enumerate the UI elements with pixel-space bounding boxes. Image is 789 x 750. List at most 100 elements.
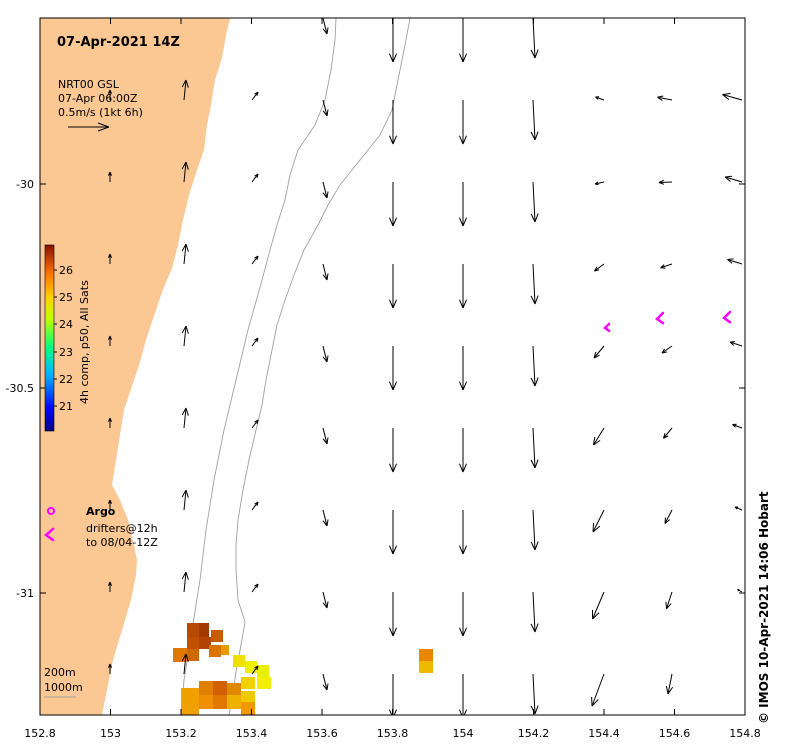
- current-vector: [592, 591, 605, 620]
- current-vector: [107, 499, 113, 510]
- colorbar-tick-label: 21: [59, 400, 73, 413]
- current-vector: [665, 591, 673, 610]
- current-vector: [322, 18, 329, 35]
- y-tick-label: -30: [16, 178, 34, 191]
- sst-cell: [257, 665, 269, 677]
- colorbar-tick-label: 24: [59, 318, 73, 331]
- sst-cell: [221, 645, 229, 655]
- sst-cell: [209, 645, 221, 657]
- current-vector: [181, 161, 189, 183]
- current-vector: [727, 258, 743, 265]
- drifter-marker: [655, 311, 665, 325]
- current-vector: [592, 509, 605, 533]
- current-vector: [181, 489, 189, 511]
- sst-cell: [199, 637, 211, 649]
- current-legend-line: 07-Apr 06:00Z: [58, 92, 138, 105]
- current-vector: [603, 18, 604, 19]
- current-vector: [322, 427, 329, 445]
- current-vector: [389, 182, 397, 227]
- sst-cell: [245, 661, 257, 673]
- sst-cell: [419, 649, 433, 661]
- current-vector: [459, 428, 467, 473]
- depth-legend: 200m 1000m: [44, 666, 83, 698]
- current-vector: [181, 653, 189, 675]
- current-vector: [322, 673, 329, 691]
- current-vector: [322, 181, 329, 199]
- argo-label: Argo: [86, 505, 116, 518]
- sst-cell: [199, 695, 213, 709]
- sst-cell: [199, 681, 213, 695]
- current-vector: [661, 345, 673, 354]
- current-vector: [108, 8, 111, 18]
- current-vector: [181, 325, 189, 347]
- current-vector: [107, 335, 113, 346]
- current-vector: [657, 95, 673, 101]
- current-vector: [184, 18, 185, 19]
- sst-cell: [211, 630, 223, 642]
- current-vector: [389, 264, 397, 309]
- current-vector: [251, 419, 259, 429]
- current-vectors: [107, 8, 743, 715]
- current-vector: [670, 18, 672, 19]
- current-vector: [459, 182, 467, 227]
- current-vector: [107, 417, 113, 428]
- current-vector: [594, 181, 605, 186]
- current-vector: [530, 345, 539, 387]
- colorbar: 26 25 24 23 22 21 4h comp, p50, All Sats: [44, 244, 91, 432]
- sst-cell: [187, 637, 199, 649]
- current-vector: [107, 663, 113, 674]
- colorbar-tick-label: 22: [59, 373, 73, 386]
- current-legend: NRT00 GSL 07-Apr 06:00Z 0.5m/s (1kt 6h): [58, 78, 143, 132]
- current-vector: [593, 345, 605, 359]
- colorbar-tick-label: 25: [59, 291, 73, 304]
- x-tick-label: 154.2: [518, 727, 550, 740]
- current-vector: [322, 591, 329, 609]
- contour-1000m: [228, 18, 411, 715]
- current-vector: [595, 96, 605, 101]
- current-vector: [530, 673, 539, 715]
- current-vector: [530, 591, 539, 633]
- colorbar-tick-label: 23: [59, 346, 73, 359]
- sst-cell: [199, 623, 209, 637]
- current-vector: [737, 589, 743, 593]
- current-vector: [322, 345, 329, 363]
- map-title: 07-Apr-2021 14Z: [57, 35, 180, 50]
- current-vector: [251, 173, 259, 183]
- x-tick-label: 154.4: [588, 727, 620, 740]
- current-vector: [740, 18, 742, 19]
- current-vector: [530, 263, 539, 305]
- current-vector: [181, 79, 189, 101]
- current-vector: [724, 175, 743, 183]
- current-vector: [107, 253, 113, 264]
- current-legend-line: NRT00 GSL: [58, 78, 120, 91]
- current-vector: [663, 427, 673, 439]
- x-tick-label: 153.4: [236, 727, 268, 740]
- x-tick-labels: 152.8 153 153.2 153.4 153.6 153.8 154 15…: [24, 727, 761, 740]
- current-vector: [729, 341, 743, 347]
- current-vector: [459, 346, 467, 391]
- sst-cell: [187, 649, 199, 661]
- current-vector: [660, 263, 673, 269]
- current-vector: [389, 100, 397, 145]
- current-legend-line: 0.5m/s (1kt 6h): [58, 106, 143, 119]
- current-vector: [251, 501, 259, 511]
- current-vector: [459, 18, 467, 63]
- colorbar-label: 4h comp, p50, All Sats: [78, 280, 91, 404]
- current-vector: [459, 510, 467, 555]
- current-vector: [181, 407, 189, 429]
- y-tick-label: -31: [16, 587, 34, 600]
- current-vector: [389, 346, 397, 391]
- sst-cell: [241, 702, 255, 715]
- current-vector: [594, 263, 605, 272]
- depth-legend-line: 200m: [44, 666, 76, 679]
- current-vector: [530, 99, 539, 141]
- current-vector: [530, 181, 539, 223]
- current-vector: [251, 583, 259, 593]
- current-vector: [389, 592, 397, 637]
- sst-cell: [257, 677, 271, 689]
- y-tick-labels: -30 -30.5 -31: [6, 178, 34, 600]
- current-vector: [251, 255, 259, 265]
- current-vector: [251, 337, 259, 347]
- sst-cell: [187, 623, 199, 637]
- sst-cell: [227, 683, 241, 695]
